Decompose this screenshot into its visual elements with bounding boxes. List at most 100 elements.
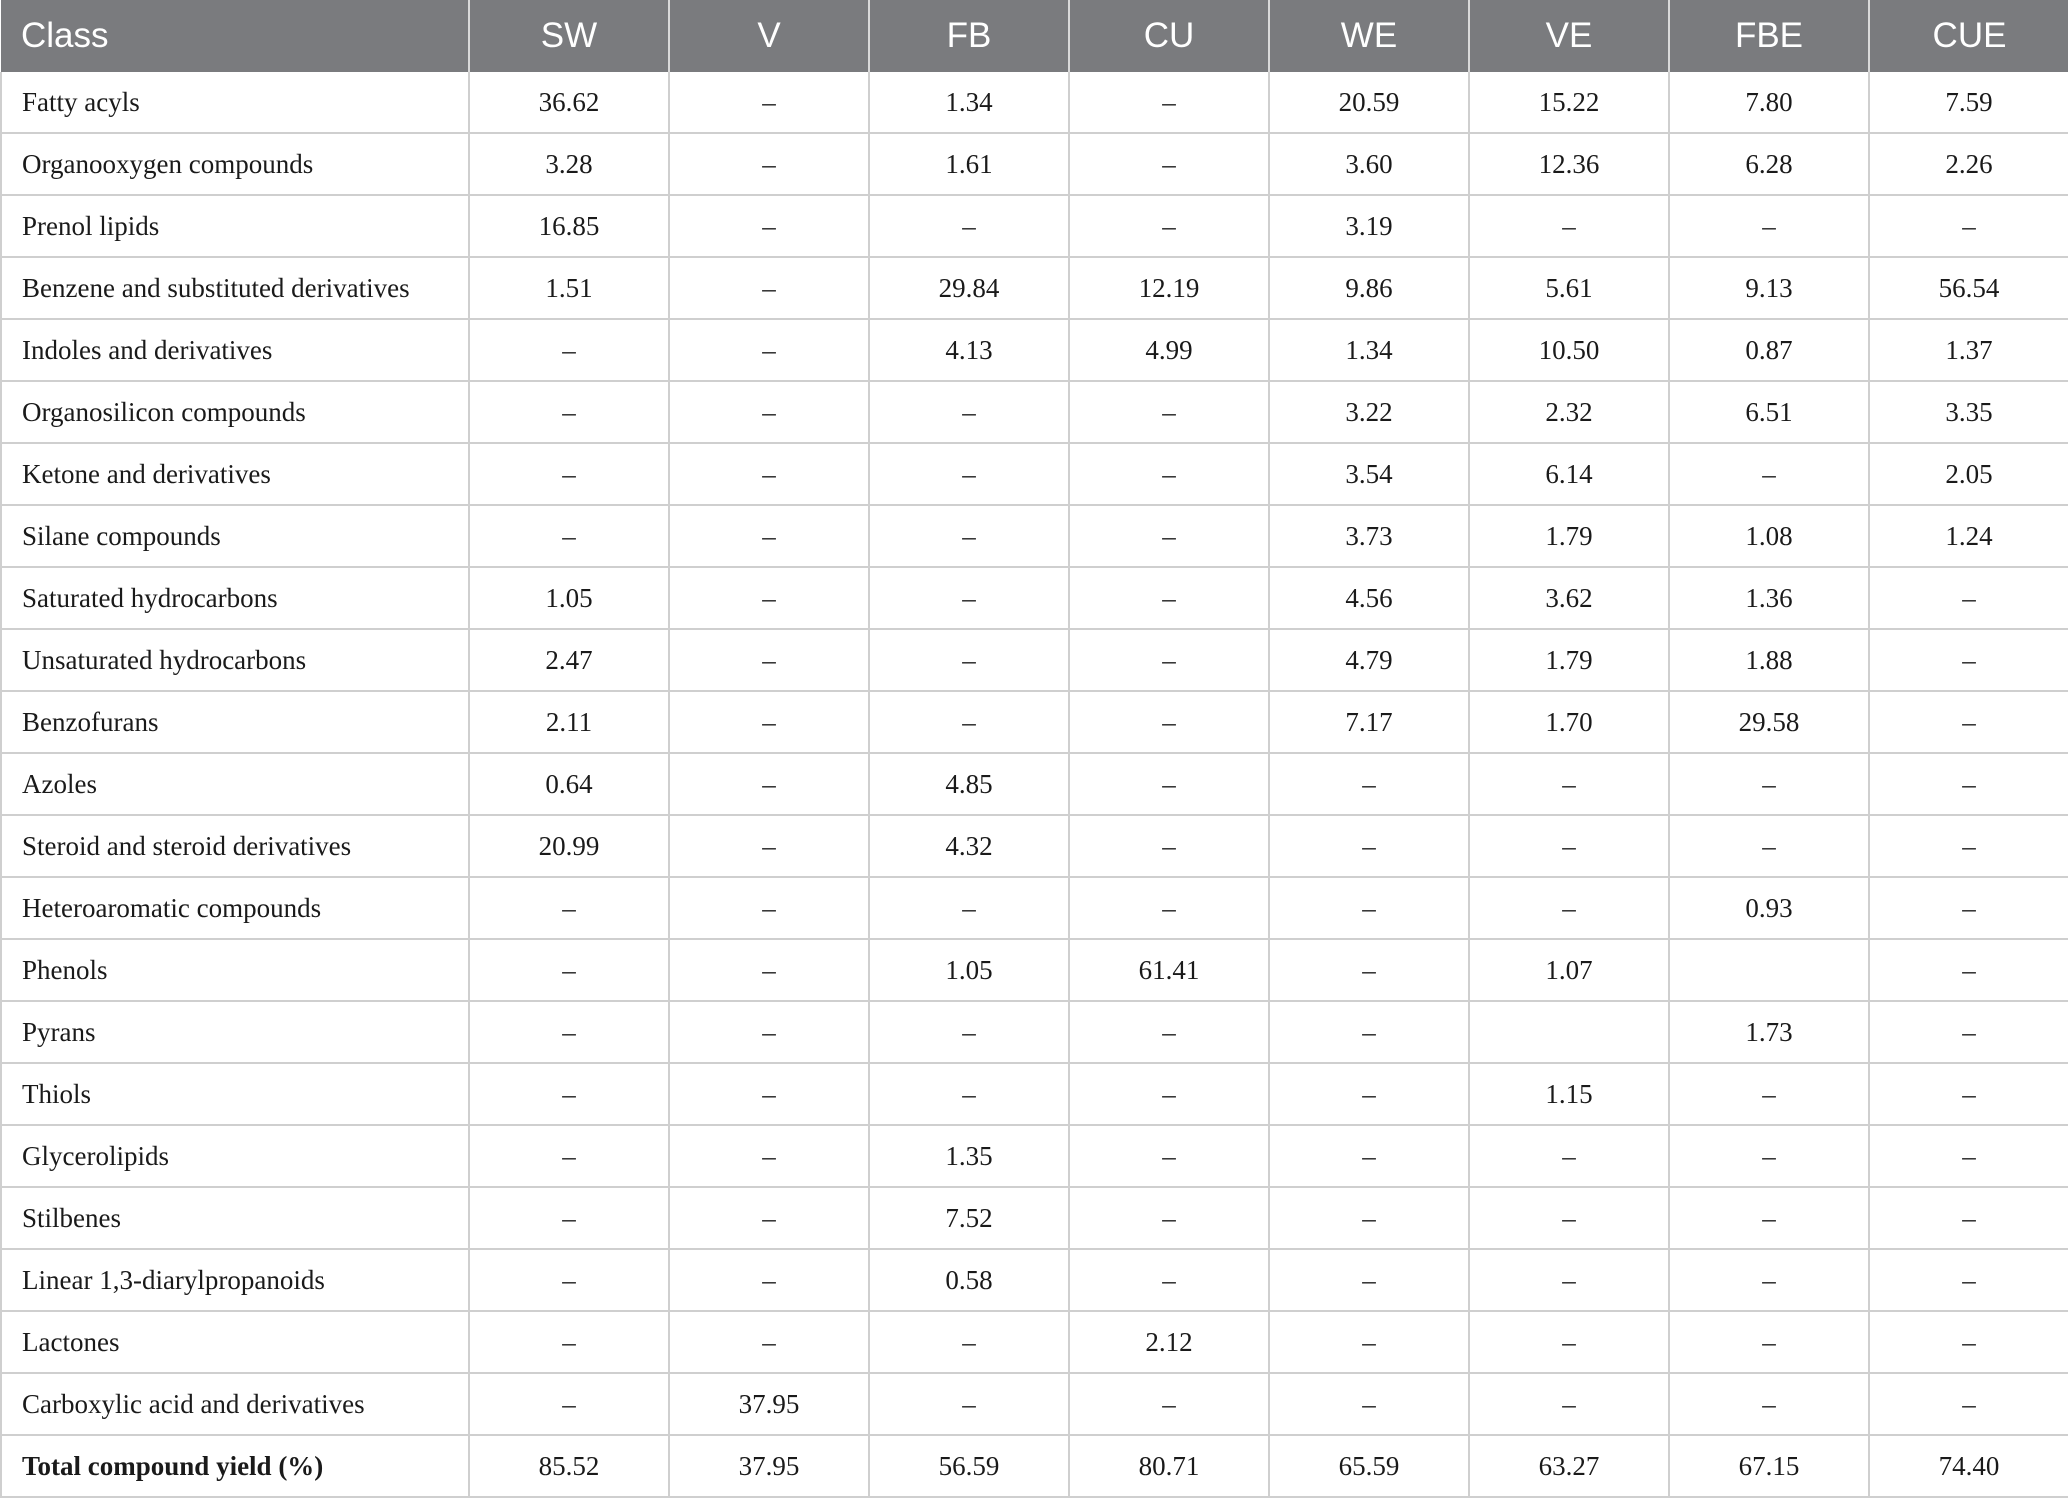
table-cell: 2.05: [1869, 443, 2068, 506]
table-cell: –: [1469, 1249, 1670, 1312]
table-row: Ketone and derivatives – – – –3.54 6.14–2.05: [0, 443, 2068, 506]
table-cell: –: [1069, 505, 1270, 568]
table-cell: –: [869, 443, 1070, 506]
table-cell: 4.85: [869, 753, 1070, 816]
table-cell: –: [669, 72, 870, 134]
column-header: SW: [469, 0, 670, 72]
table-cell: 6.28: [1669, 133, 1870, 196]
table-cell: –: [469, 443, 670, 506]
row-label: Heteroaromatic compounds: [0, 877, 470, 940]
row-label: Steroid and steroid derivatives: [0, 815, 470, 878]
row-label: Pyrans: [0, 1001, 470, 1064]
row-label: Indoles and derivatives: [0, 319, 470, 382]
table-cell: –: [1069, 1249, 1270, 1312]
table-row: Pyrans – – – – –1.73–: [0, 1001, 2068, 1064]
table-row: Steroid and steroid derivatives 20.99–4.3…: [0, 815, 2068, 878]
total-cell: 85.52: [469, 1435, 670, 1498]
table-cell: 1.08: [1669, 505, 1870, 568]
table-cell: –: [1869, 1249, 2068, 1312]
table-cell: –: [1669, 1311, 1870, 1374]
table-cell: –: [869, 691, 1070, 754]
table-cell: –: [1669, 1249, 1870, 1312]
table-cell: –: [1069, 72, 1270, 134]
table-cell: 3.62: [1469, 567, 1670, 630]
table-cell: 1.37: [1869, 319, 2068, 382]
column-header: WE: [1269, 0, 1470, 72]
table-row: Carboxylic acid and derivatives –37.95– – –…: [0, 1373, 2068, 1436]
table-cell: –: [1269, 753, 1470, 816]
table-cell: –: [1869, 1001, 2068, 1064]
table-cell: –: [1669, 195, 1870, 258]
table-cell: –: [1069, 443, 1270, 506]
table-cell: –: [1269, 1249, 1470, 1312]
table-cell: 1.36: [1669, 567, 1870, 630]
row-label: Ketone and derivatives: [0, 443, 470, 506]
table-cell: 1.73: [1669, 1001, 1870, 1064]
table-cell: 12.19: [1069, 257, 1270, 320]
table-cell: –: [1069, 133, 1270, 196]
table-cell: [1669, 939, 1870, 1002]
table-cell: –: [669, 195, 870, 258]
table-cell: –: [469, 319, 670, 382]
table-cell: 16.85: [469, 195, 670, 258]
row-label: Unsaturated hydrocarbons: [0, 629, 470, 692]
table-cell: –: [669, 133, 870, 196]
row-label: Silane compounds: [0, 505, 470, 568]
table-row: Prenol lipids 16.85– – –3.19– – –: [0, 195, 2068, 258]
table-row: Heteroaromatic compounds – – – – – –0.93–: [0, 877, 2068, 940]
table-cell: –: [469, 1373, 670, 1436]
table-cell: –: [1469, 1187, 1670, 1250]
table-cell: [1469, 1001, 1670, 1064]
table-cell: 7.17: [1269, 691, 1470, 754]
table-cell: –: [1469, 877, 1670, 940]
table-cell: 5.61: [1469, 257, 1670, 320]
table-row: Fatty acyls 36.62–1.34–20.59 15.22 7.80 7.59: [0, 72, 2068, 134]
table-cell: 4.79: [1269, 629, 1470, 692]
table-cell: 2.12: [1069, 1311, 1270, 1374]
table-row: Phenols – –1.05 61.41–1.07–: [0, 939, 2068, 1002]
row-label: Stilbenes: [0, 1187, 470, 1250]
table-cell: –: [469, 1249, 670, 1312]
table-cell: –: [869, 629, 1070, 692]
table-cell: 37.95: [669, 1373, 870, 1436]
table-cell: 1.34: [869, 72, 1070, 134]
table-cell: 3.73: [1269, 505, 1470, 568]
table-cell: –: [869, 567, 1070, 630]
table-cell: 0.93: [1669, 877, 1870, 940]
table-cell: –: [1069, 195, 1270, 258]
table-cell: –: [869, 877, 1070, 940]
column-header: Class: [1, 0, 470, 72]
table-cell: –: [1269, 1125, 1470, 1188]
column-header: FBE: [1669, 0, 1870, 72]
table-cell: –: [1069, 381, 1270, 444]
table-cell: 4.13: [869, 319, 1070, 382]
table-cell: –: [1069, 877, 1270, 940]
table-cell: –: [1069, 1373, 1270, 1436]
table-cell: –: [1269, 815, 1470, 878]
table-row: Linear 1,3-diarylpropanoids – –0.58– – – – –: [0, 1249, 2068, 1312]
table-cell: –: [1069, 1063, 1270, 1126]
table-cell: 4.99: [1069, 319, 1270, 382]
row-label: Linear 1,3-diarylpropanoids: [0, 1249, 470, 1312]
row-label: Organooxygen compounds: [0, 133, 470, 196]
table-cell: –: [1669, 1373, 1870, 1436]
table-cell: –: [469, 1001, 670, 1064]
table-cell: 3.19: [1269, 195, 1470, 258]
table-cell: –: [1069, 567, 1270, 630]
table-cell: 7.80: [1669, 72, 1870, 134]
column-header: CUE: [1869, 0, 2068, 72]
table-row: Unsaturated hydrocarbons 2.47– – –4.79 1.79 1…: [0, 629, 2068, 692]
table-row: Lactones – – –2.12– – – –: [0, 1311, 2068, 1374]
table-cell: 4.32: [869, 815, 1070, 878]
table-cell: 29.58: [1669, 691, 1870, 754]
table-cell: –: [669, 877, 870, 940]
total-cell: 63.27: [1469, 1435, 1670, 1498]
table-cell: –: [1869, 877, 2068, 940]
table-cell: 1.35: [869, 1125, 1070, 1188]
table-row: Organosilicon compounds – – – –3.22 2.32 6.51 3…: [0, 381, 2068, 444]
table-cell: –: [869, 381, 1070, 444]
table-cell: –: [1069, 1187, 1270, 1250]
table-cell: –: [1269, 1311, 1470, 1374]
table-cell: –: [1069, 629, 1270, 692]
table-cell: –: [469, 1187, 670, 1250]
